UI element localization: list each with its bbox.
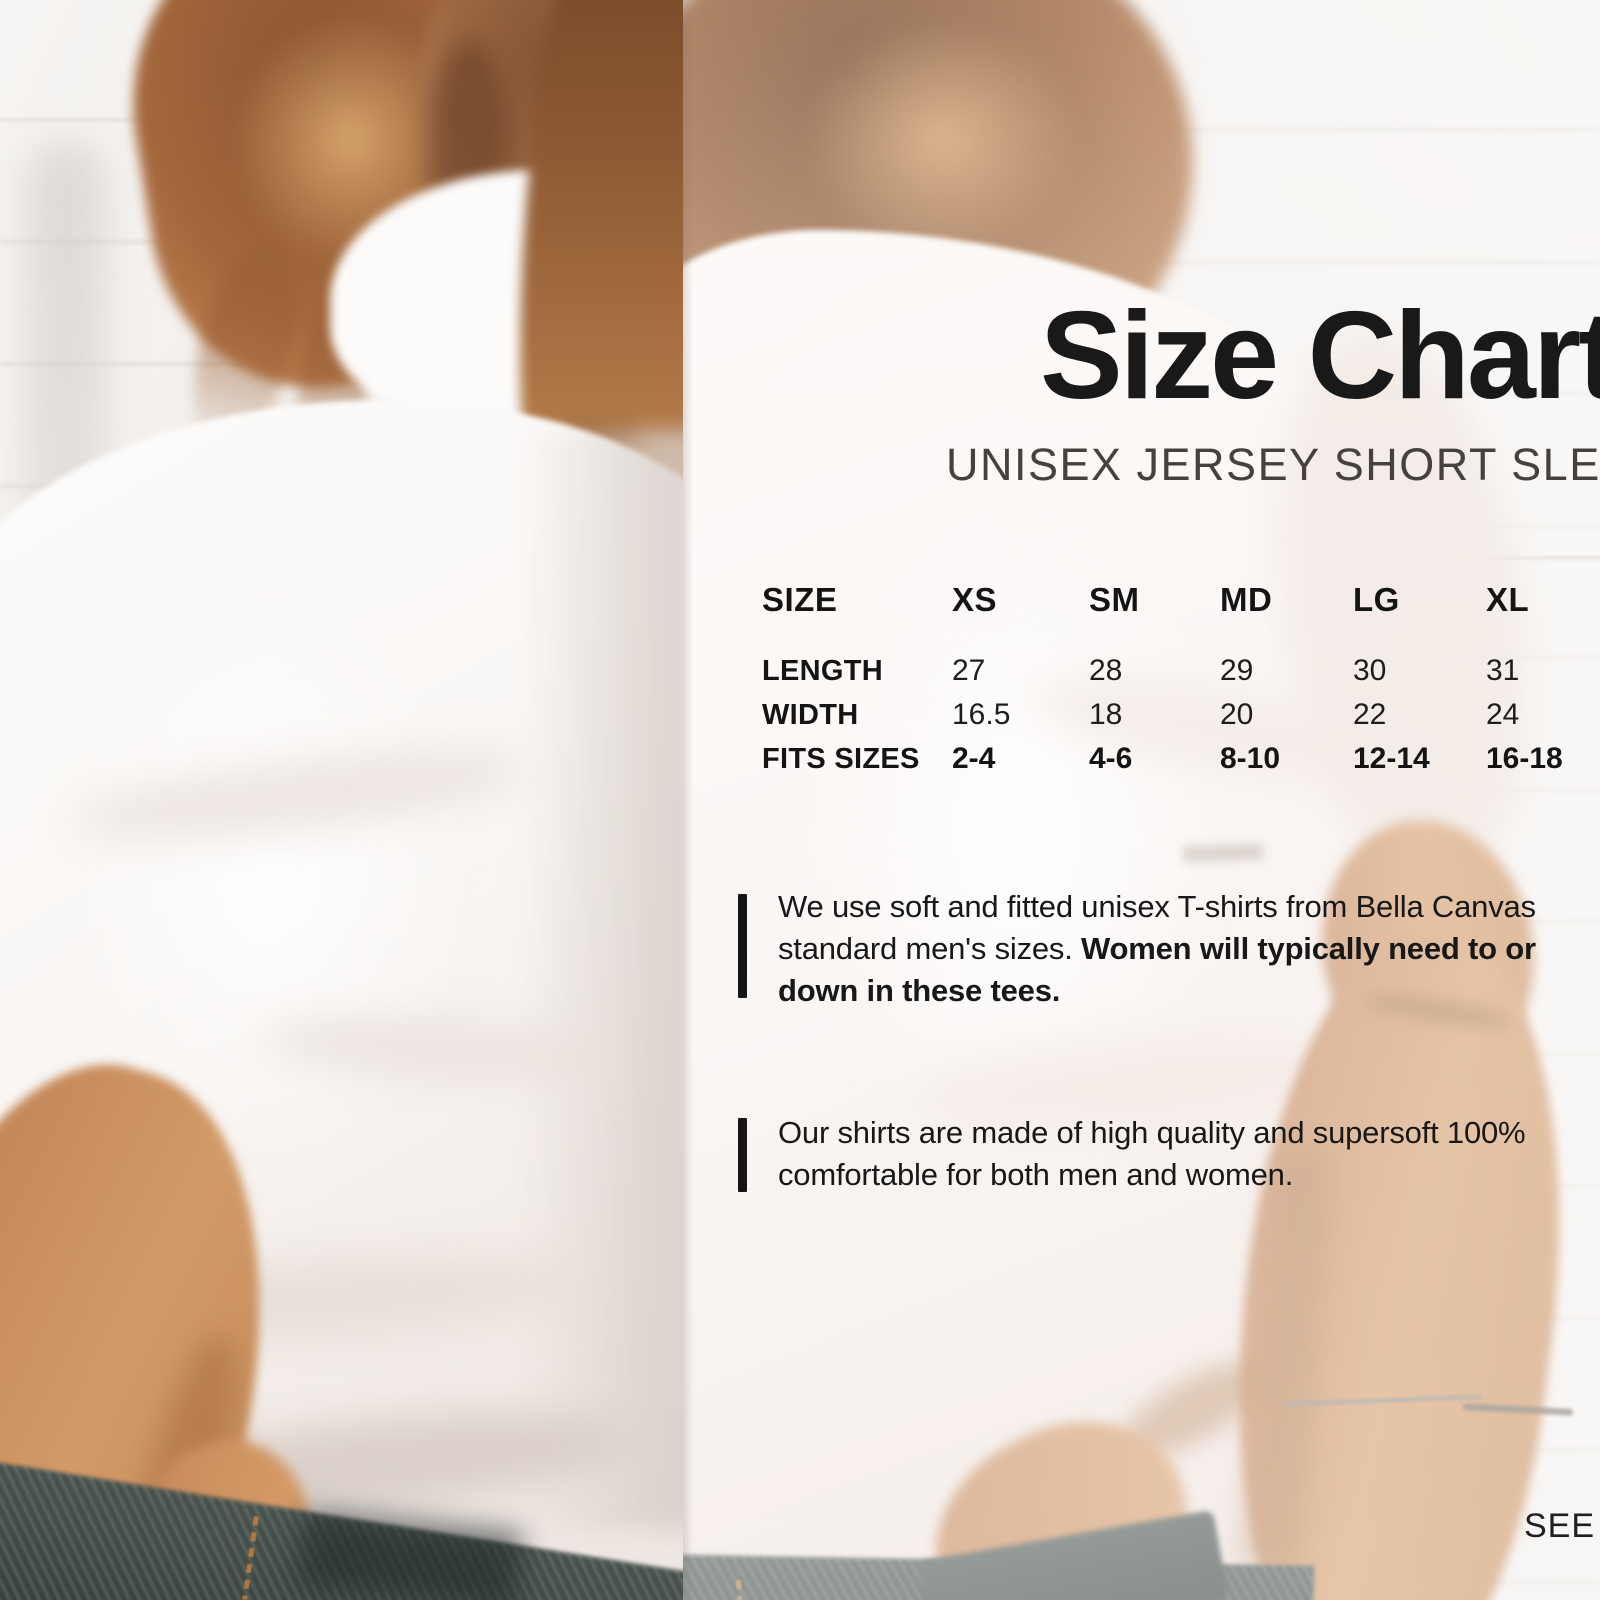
table-row-label: FITS SIZES [762, 743, 920, 775]
note-line: standard men's sizes. Women will typical… [778, 931, 1536, 966]
table-cell: 30 [1353, 654, 1387, 687]
table-cell: 24 [1486, 698, 1520, 731]
table-cell: 2-4 [952, 742, 996, 775]
table-row-label: WIDTH [762, 699, 859, 731]
table-row-label: LENGTH [762, 655, 884, 687]
table-cell: 27 [952, 654, 986, 687]
see-more-label: SEE N [1524, 1507, 1600, 1545]
photo-seam [683, 0, 693, 1600]
table-cell: 8-10 [1220, 742, 1281, 775]
note-line: Our shirts are made of high quality and … [778, 1115, 1526, 1150]
table-header-cell: SM [1089, 581, 1140, 618]
table-header-cell: LG [1353, 581, 1400, 618]
page-title: Size Chart [1040, 287, 1600, 425]
note-line: comfortable for both men and women. [778, 1157, 1294, 1192]
table-cell: 20 [1220, 698, 1254, 731]
table-cell: 16-18 [1486, 742, 1563, 775]
note-fit-info: We use soft and fitted unisex T-shirts f… [738, 886, 1536, 1012]
table-header-cell: MD [1220, 581, 1273, 618]
accent-bar [738, 894, 747, 998]
note-line: down in these tees. [778, 973, 1061, 1008]
table-cell: 18 [1089, 698, 1123, 731]
table-cell: 4-6 [1089, 742, 1133, 775]
hair-highlight [803, 20, 1083, 260]
left-photo [0, 0, 683, 1600]
tshirt-side-shade [520, 430, 683, 1530]
right-photo [683, 0, 1600, 1600]
table-cell: 22 [1353, 698, 1387, 731]
white-overlay [683, 0, 1600, 1600]
size-table: SIZE XS SM MD LG XL LENGTH 27 28 29 30 3… [762, 580, 1600, 781]
table-cell: 28 [1089, 654, 1123, 687]
accent-bar [738, 1118, 747, 1192]
table-header-cell: XL [1486, 581, 1530, 618]
table-cell: 12-14 [1353, 742, 1430, 775]
table-header-cell: SIZE [762, 581, 838, 618]
note-line: We use soft and fitted unisex T-shirts f… [778, 889, 1536, 924]
page-subtitle: UNISEX JERSEY SHORT SLEEVE T [946, 439, 1600, 490]
table-header-cell: XS [952, 581, 998, 618]
table-cell: 16.5 [952, 698, 1011, 731]
table-cell: 29 [1220, 654, 1254, 687]
table-spacer [762, 620, 1600, 649]
table-cell: 31 [1486, 654, 1520, 687]
note-material-info: Our shirts are made of high quality and … [738, 1112, 1526, 1196]
